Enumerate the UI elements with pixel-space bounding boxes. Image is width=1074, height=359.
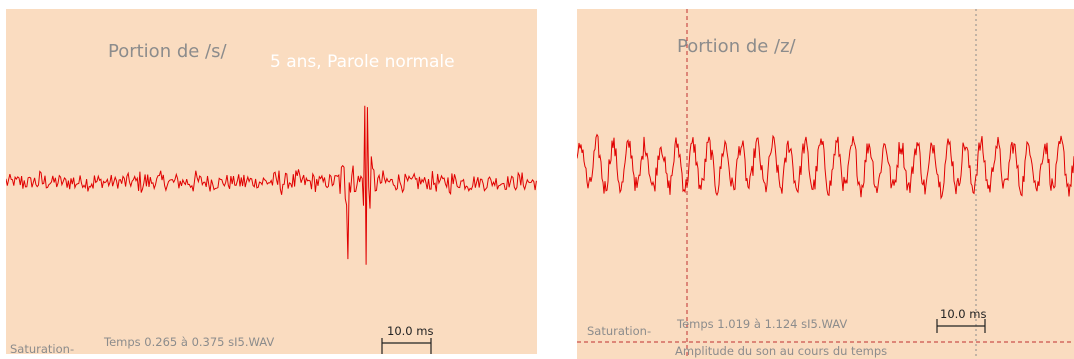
time-label: Temps 1.019 à 1.124 sI5.WAV xyxy=(677,317,848,331)
chart-title: Portion de /s/ xyxy=(108,41,227,62)
waveform-panel-z: Portion de /z/ Saturation- Temps 1.019 à… xyxy=(577,9,1074,359)
scale-bar xyxy=(381,338,432,354)
chart-title: Portion de /z/ xyxy=(677,36,796,57)
scale-bar-label: 10.0 ms xyxy=(387,324,434,338)
saturation-label: Saturation- xyxy=(10,342,75,354)
waveform-plot-z xyxy=(577,9,1074,359)
scale-bar xyxy=(936,319,986,333)
footer-label: Amplitude du son au cours du temps xyxy=(675,344,888,358)
waveform-series xyxy=(6,105,537,265)
waveform-plot-s xyxy=(6,105,537,354)
saturation-label: Saturation- xyxy=(587,324,652,338)
chart-subtitle: 5 ans, Parole normale xyxy=(270,52,455,72)
waveform-panel-s: Portion de /s/ 5 ans, Parole normale Sat… xyxy=(6,9,537,354)
scale-bar-label: 10.0 ms xyxy=(940,307,987,321)
waveform-series xyxy=(577,133,1074,200)
time-label: Temps 0.265 à 0.375 sI5.WAV xyxy=(104,335,275,349)
